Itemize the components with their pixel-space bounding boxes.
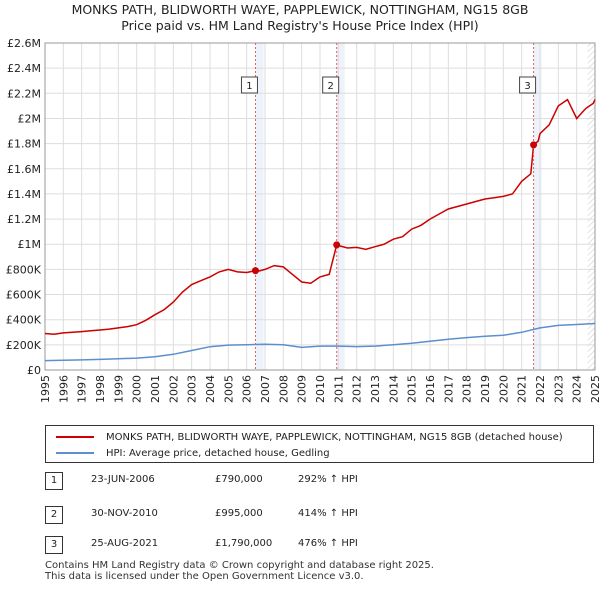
transaction-number: 3	[45, 536, 63, 554]
x-tick-label: 1998	[94, 375, 107, 403]
chart-title: MONKS PATH, BLIDWORTH WAYE, PAPPLEWICK, …	[71, 2, 529, 17]
x-tick-label: 2024	[571, 375, 584, 403]
footer-license: This data is licensed under the Open Gov…	[45, 571, 364, 582]
x-tick-label: 2001	[149, 375, 162, 403]
x-tick-label: 1995	[39, 375, 52, 403]
y-tick-label: £800K	[6, 263, 42, 276]
legend-label-property: MONKS PATH, BLIDWORTH WAYE, PAPPLEWICK, …	[106, 431, 563, 443]
table-row: 3 25-AUG-2021 £1,790,000 476% ↑ HPI	[45, 536, 545, 556]
legend: MONKS PATH, BLIDWORTH WAYE, PAPPLEWICK, …	[45, 425, 594, 463]
forecast-hatch	[587, 43, 595, 370]
sale-markers: 1 2 3	[240, 43, 538, 370]
x-tick-label: 2008	[277, 375, 290, 403]
x-tick-label: 2017	[442, 375, 455, 403]
x-tick-label: 2011	[332, 375, 345, 403]
x-tick-label: 1996	[57, 375, 70, 403]
sale-label-box	[519, 76, 537, 94]
chart-subtitle: Price paid vs. HM Land Registry's House …	[121, 18, 479, 33]
x-tick-label: 2012	[351, 375, 364, 403]
y-tick-label: £200K	[6, 339, 42, 352]
legend-label-hpi: HPI: Average price, detached house, Gedl…	[106, 447, 330, 459]
x-tick-label: 2015	[406, 375, 419, 403]
sale-label: 2	[327, 81, 333, 92]
x-tick-label: 2007	[259, 375, 272, 403]
grid-lines	[44, 42, 596, 371]
table-row: 1 23-JUN-2006 £790,000 292% ↑ HPI	[45, 472, 545, 492]
transaction-date: 25-AUG-2021	[91, 538, 159, 549]
sale-label: 1	[246, 81, 252, 92]
y-tick-label: £1.6M	[7, 163, 41, 176]
y-tick-label: £1.4M	[7, 188, 41, 201]
axes: £0 £200K £400K £600K £800K £1M £1.2M £1.4M £1.6M…	[6, 37, 600, 403]
legend-swatch-hpi	[56, 452, 94, 454]
y-tick-label: £600K	[6, 289, 42, 302]
sale-label-box	[322, 76, 340, 94]
table-row: 2 30-NOV-2010 £995,000 414% ↑ HPI	[45, 506, 545, 526]
x-tick-label: 2021	[516, 375, 529, 403]
y-tick-label: £1.2M	[7, 213, 41, 226]
y-tick-label: £2.4M	[7, 62, 41, 75]
transaction-price: £1,790,000	[215, 538, 273, 549]
x-tick-label: 2005	[222, 375, 235, 403]
legend-item-hpi: HPI: Average price, detached house, Gedl…	[56, 445, 330, 461]
y-tick-label: £0	[27, 364, 41, 377]
x-tick-label: 1997	[76, 375, 89, 403]
y-tick-label: £2M	[18, 112, 42, 125]
sale-point	[530, 141, 538, 149]
x-tick-label: 2010	[314, 375, 327, 403]
property-price-line	[44, 98, 596, 335]
sale-label: 3	[524, 81, 530, 92]
x-tick-label: 2000	[131, 375, 144, 403]
transaction-number: 1	[45, 472, 63, 490]
plot-border	[44, 42, 596, 371]
transaction-hpi-change: 476% ↑ HPI	[298, 538, 358, 549]
series-lines	[44, 98, 596, 362]
shaded-band	[533, 43, 542, 370]
price-chart: £0 £200K £400K £600K £800K £1M £1.2M £1.4M £1.6M…	[6, 37, 600, 403]
transaction-hpi-change: 292% ↑ HPI	[298, 474, 358, 485]
hpi-line	[44, 322, 596, 362]
y-tick-label: £1.8M	[7, 138, 41, 151]
y-tick-label: £1M	[18, 238, 42, 251]
x-tick-label: 2016	[424, 375, 437, 403]
x-tick-label: 2009	[296, 375, 309, 403]
y-tick-label: £2.6M	[7, 37, 41, 50]
x-tick-label: 2018	[461, 375, 474, 403]
x-tick-label: 2004	[204, 375, 217, 403]
x-tick-label: 2025	[589, 375, 600, 403]
x-tick-label: 2022	[534, 375, 547, 403]
sale-label-box	[240, 76, 258, 94]
x-tick-label: 1999	[112, 375, 125, 403]
transaction-price: £790,000	[215, 474, 263, 485]
sale-point	[251, 267, 259, 275]
x-tick-label: 2013	[369, 375, 382, 403]
shaded-band	[336, 43, 345, 370]
x-tick-label: 2002	[167, 375, 180, 403]
transaction-number: 2	[45, 506, 63, 524]
transaction-date: 23-JUN-2006	[91, 474, 155, 485]
legend-swatch-property	[56, 436, 94, 438]
x-tick-label: 2006	[241, 375, 254, 403]
transaction-date: 30-NOV-2010	[91, 508, 158, 519]
x-tick-label: 2023	[552, 375, 565, 403]
y-tick-label: £400K	[6, 314, 42, 327]
transaction-price: £995,000	[215, 508, 263, 519]
transaction-hpi-change: 414% ↑ HPI	[298, 508, 358, 519]
shaded-band	[255, 43, 264, 370]
footer: Contains HM Land Registry data © Crown c…	[45, 560, 434, 582]
legend-item-property: MONKS PATH, BLIDWORTH WAYE, PAPPLEWICK, …	[56, 429, 563, 445]
y-tick-label: £2.2M	[7, 87, 41, 100]
x-tick-label: 2019	[479, 375, 492, 403]
x-tick-label: 2003	[186, 375, 199, 403]
x-tick-label: 2020	[497, 375, 510, 403]
sale-point	[333, 241, 341, 249]
footer-copyright: Contains HM Land Registry data © Crown c…	[45, 560, 434, 571]
x-tick-label: 2014	[387, 375, 400, 403]
